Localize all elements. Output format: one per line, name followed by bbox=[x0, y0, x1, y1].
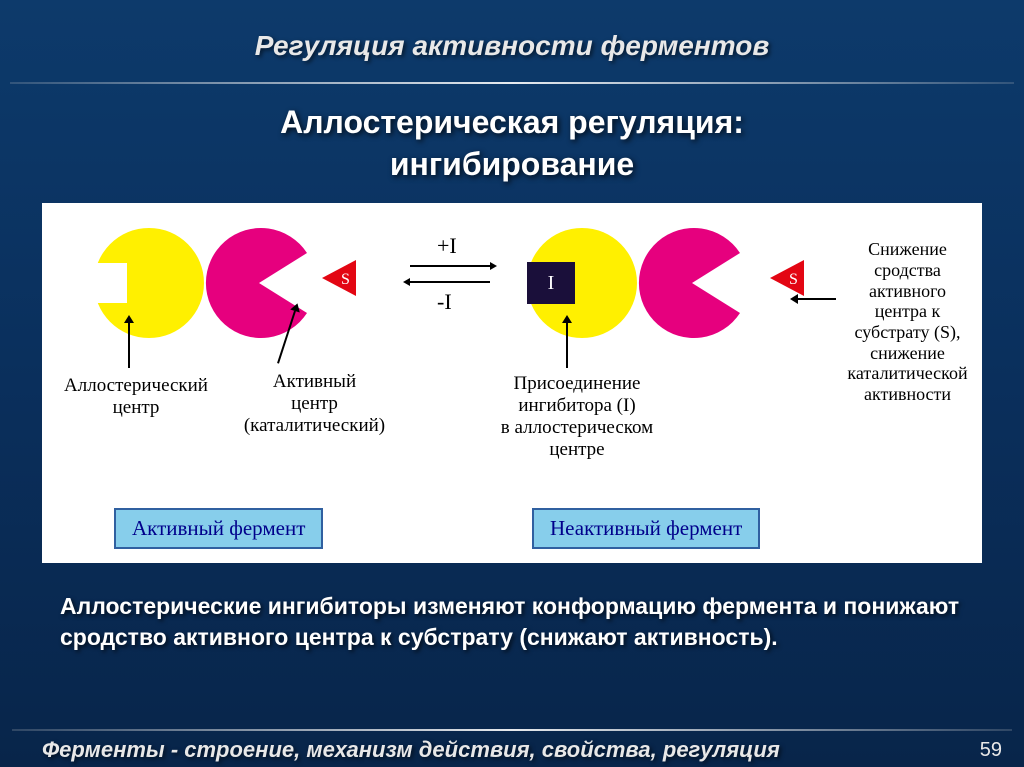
left-active-label: Активныйцентр(каталитический) bbox=[237, 371, 392, 437]
minus-I-label: -I bbox=[437, 289, 452, 315]
caption-text: Аллостерические ингибиторы изменяют конф… bbox=[0, 563, 1024, 653]
footer-text: Ферменты - строение, механизм действия, … bbox=[12, 737, 780, 763]
header-title: Регуляция активности ферментов bbox=[40, 30, 984, 62]
left-allosteric-label: Аллостерическийцентр bbox=[56, 375, 216, 419]
slide-header: Регуляция активности ферментов bbox=[0, 0, 1024, 74]
right-effect-arrow bbox=[798, 298, 836, 300]
active-enzyme-capsule: Активный фермент bbox=[114, 508, 323, 549]
header-divider bbox=[10, 82, 1014, 84]
diagram-container: S Аллостерическийцентр Активныйцентр(кат… bbox=[42, 203, 982, 563]
slide-footer: Ферменты - строение, механизм действия, … bbox=[0, 729, 1024, 767]
plus-I-label: +I bbox=[437, 233, 457, 259]
subtitle-line2: ингибирование bbox=[390, 146, 634, 182]
inactive-enzyme-capsule: Неактивный фермент bbox=[532, 508, 760, 549]
subtitle-line1: Аллостерическая регуляция: bbox=[280, 104, 744, 140]
left-enzyme bbox=[87, 221, 327, 351]
right-effect-label: Снижениесродстваактивногоцентра ксубстра… bbox=[840, 239, 975, 405]
footer-divider bbox=[12, 729, 1012, 731]
right-substrate-letter: S bbox=[789, 271, 798, 288]
right-inhibitor-arrow bbox=[566, 323, 568, 368]
inhibitor-block-icon: I bbox=[527, 262, 575, 304]
page-number: 59 bbox=[980, 739, 1012, 762]
slide-subtitle: Аллостерическая регуляция: ингибирование bbox=[0, 92, 1024, 203]
inhibitor-letter: I bbox=[548, 272, 555, 295]
right-substrate-icon: S bbox=[768, 258, 808, 298]
right-inhibitor-label: Присоединениеингибитора (I)в аллостериче… bbox=[482, 373, 672, 460]
top-eq-arrow bbox=[410, 265, 490, 267]
left-substrate-icon: S bbox=[320, 258, 360, 298]
bottom-eq-arrow bbox=[410, 281, 490, 283]
left-substrate-letter: S bbox=[341, 271, 350, 288]
left-allosteric-arrow bbox=[128, 323, 130, 368]
